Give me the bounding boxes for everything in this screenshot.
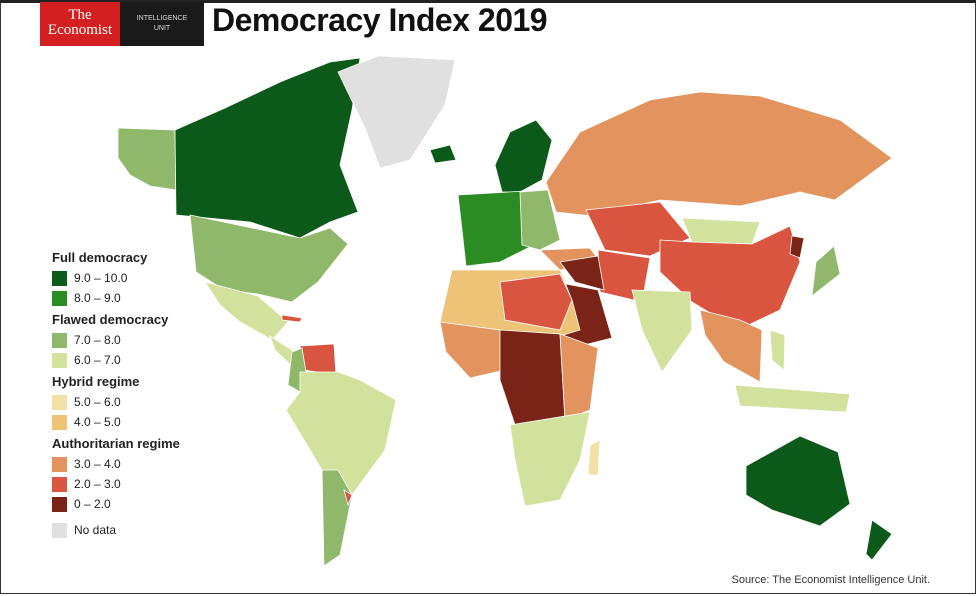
legend-item: 0 – 2.0	[52, 494, 180, 514]
region-mongolia	[681, 217, 761, 245]
legend-swatch	[52, 414, 67, 430]
legend-swatch	[52, 352, 67, 368]
region-canada	[174, 57, 361, 239]
region-australia	[745, 435, 851, 527]
region-north-korea	[789, 235, 805, 259]
legend-swatch	[52, 290, 67, 306]
legend-item-no-data: No data	[52, 520, 180, 540]
region-eastern-europe	[519, 189, 561, 251]
region-uruguay	[343, 489, 353, 507]
region-syria-iraq	[559, 255, 605, 291]
region-southeast-asia	[699, 309, 763, 383]
region-japan	[811, 245, 841, 297]
legend-heading: Flawed democracy	[52, 312, 169, 327]
legend-item: 4.0 – 5.0	[52, 412, 180, 432]
legend-item: 3.0 – 4.0	[52, 454, 180, 474]
legend-swatch	[52, 394, 67, 410]
region-east-africa	[559, 333, 599, 421]
legend-label: 0 – 2.0	[74, 497, 111, 511]
region-india	[631, 289, 693, 373]
eiu-logo: INTELLIGENCE UNIT	[120, 2, 204, 46]
legend-item: 9.0 – 10.0	[52, 268, 180, 288]
legend-swatch	[52, 456, 67, 472]
region-argentina-chile	[321, 469, 353, 567]
region-indonesia	[734, 384, 851, 413]
region-philippines	[769, 329, 786, 371]
region-usa	[189, 214, 349, 303]
legend-label: 6.0 – 7.0	[74, 353, 121, 367]
source-note: Source: The Economist Intelligence Unit.	[731, 574, 930, 586]
unit-line: UNIT	[153, 25, 171, 32]
region-new-zealand	[865, 519, 893, 561]
legend-swatch	[52, 496, 67, 512]
legend-label: 4.0 – 5.0	[74, 415, 121, 429]
legend-label: 8.0 – 9.0	[74, 291, 121, 305]
legend-label: 7.0 – 8.0	[74, 333, 121, 347]
region-cuba	[281, 314, 303, 323]
legend: Full democracy 9.0 – 10.0 8.0 – 9.0 Flawed …	[52, 246, 180, 540]
legend-heading: Full democracy	[52, 250, 148, 265]
unit-line: INTELLIGENCE	[136, 15, 188, 22]
legend-label: 5.0 – 6.0	[74, 395, 121, 409]
region-libya-egypt	[499, 273, 573, 331]
region-greenland	[337, 55, 456, 169]
region-west-africa	[439, 321, 506, 379]
legend-item: 8.0 – 9.0	[52, 288, 180, 308]
page-title: Democracy Index 2019	[212, 2, 548, 38]
logo-line: Economist	[47, 22, 113, 38]
region-russia	[545, 91, 893, 217]
legend-label: 9.0 – 10.0	[74, 271, 128, 285]
legend-item: 7.0 – 8.0	[52, 330, 180, 350]
legend-item: 6.0 – 7.0	[52, 350, 180, 370]
region-iceland	[429, 144, 457, 164]
region-china	[659, 225, 801, 331]
region-alaska	[117, 127, 177, 191]
legend-heading: Authoritarian regime	[52, 436, 180, 451]
legend-swatch	[52, 522, 67, 538]
legend-label: No data	[74, 523, 117, 537]
region-scandinavia	[494, 119, 553, 193]
legend-swatch	[52, 476, 67, 492]
legend-heading: Hybrid regime	[52, 374, 140, 389]
region-madagascar	[587, 439, 601, 476]
legend-label: 2.0 – 3.0	[74, 477, 121, 491]
region-central-africa	[499, 329, 566, 426]
economist-logo: The Economist	[40, 2, 120, 46]
region-southern-africa	[509, 411, 591, 507]
legend-label: 3.0 – 4.0	[74, 457, 121, 471]
legend-swatch	[52, 332, 67, 348]
legend-item: 2.0 – 3.0	[52, 474, 180, 494]
legend-item: 5.0 – 6.0	[52, 392, 180, 412]
logo-line: The	[68, 7, 92, 23]
legend-swatch	[52, 270, 67, 286]
